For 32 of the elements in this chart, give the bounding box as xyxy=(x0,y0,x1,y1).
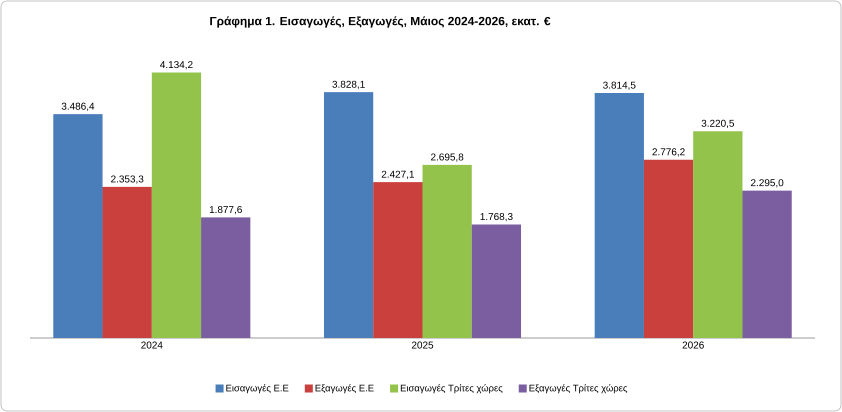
legend-label: Εξαγωγές Τρίτες χώρες xyxy=(530,384,628,394)
x-tick-label: 2025 xyxy=(412,342,434,349)
bar xyxy=(201,217,250,338)
data-label: 3.486,4 xyxy=(62,102,94,111)
data-label: 1.877,6 xyxy=(210,206,242,214)
data-label: 3.220,5 xyxy=(702,120,734,128)
data-label: 3.828,1 xyxy=(332,80,365,89)
bar xyxy=(644,160,694,338)
data-label: 4.134,2 xyxy=(160,61,193,70)
data-label: 2.353,3 xyxy=(111,175,144,184)
bar xyxy=(422,164,472,338)
bar xyxy=(53,114,103,338)
legend-label: Εξαγωγές Ε.Ε xyxy=(316,384,374,394)
chart-title: Γράφημα 1. Εισαγωγές, Εξαγωγές, Μάιος 2024-2026, εκατ. € xyxy=(210,16,550,28)
data-label: 2.427,1 xyxy=(382,170,414,179)
bar xyxy=(373,182,423,338)
data-label: 2.695,8 xyxy=(431,153,464,162)
data-label: 1.768,3 xyxy=(480,213,513,222)
bar xyxy=(472,224,522,338)
x-tick-label: 2024 xyxy=(141,342,163,349)
legend-label: Εισαγωγές Τρίτες χώρες xyxy=(400,384,502,394)
data-label: 2.295,0 xyxy=(750,179,784,188)
bar xyxy=(594,93,644,338)
bar xyxy=(324,92,374,338)
bar xyxy=(152,72,202,338)
bar xyxy=(102,186,152,338)
bar xyxy=(742,190,792,338)
bar xyxy=(693,131,742,338)
x-tick-label: 2026 xyxy=(682,342,704,349)
data-label: 3.814,5 xyxy=(603,82,636,90)
data-label: 2.776,2 xyxy=(652,148,685,157)
legend-label: Εισαγωγές Ε.Ε xyxy=(226,384,288,394)
